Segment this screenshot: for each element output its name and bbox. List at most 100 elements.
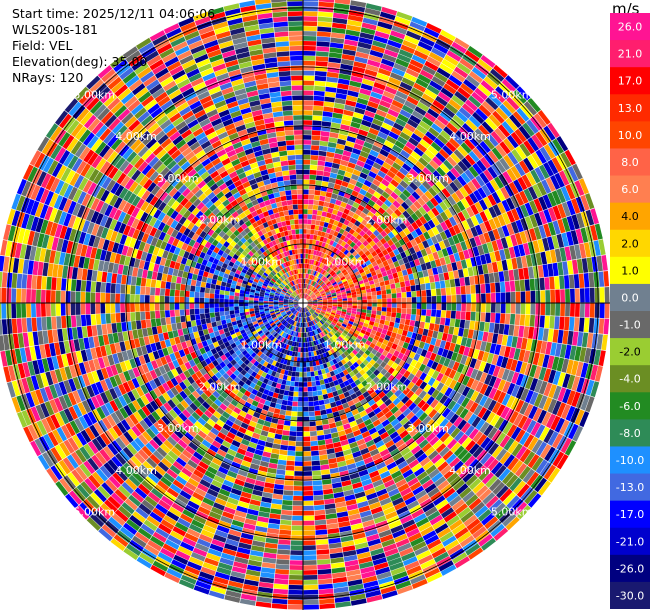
velocity-gate [579,243,587,259]
velocity-gate [379,448,390,457]
velocity-gate [315,291,320,295]
velocity-gate [311,307,316,311]
velocity-gate [456,363,465,373]
velocity-gate [354,253,361,260]
velocity-gate [321,283,326,288]
velocity-gate [313,395,319,402]
velocity-gate [385,44,400,54]
velocity-gate [297,406,303,412]
velocity-gate [465,258,473,268]
velocity-gate [313,500,325,506]
velocity-gate [490,312,496,323]
velocity-gate [529,314,535,327]
velocity-gate [160,547,175,559]
velocity-gate [453,479,466,491]
velocity-gate [332,273,338,278]
velocity-gate [307,214,313,220]
velocity-gate [480,283,486,294]
velocity-gate [267,390,274,397]
velocity-gate [381,249,389,256]
velocity-gate [355,209,362,216]
velocity-gate [309,341,313,347]
velocity-gate [537,409,547,424]
velocity-gate [356,240,363,247]
velocity-gate [374,318,381,324]
velocity-gate [315,250,320,256]
velocity-gate [475,419,486,431]
velocity-gate [340,63,353,71]
velocity-gate [455,242,463,253]
velocity-gate [306,284,309,289]
velocity-gate [367,295,372,300]
velocity-gate [481,293,486,303]
velocity-gate [336,195,344,202]
velocity-gate [332,259,337,265]
velocity-gate [477,245,485,256]
velocity-gate [380,256,387,263]
velocity-gate [431,389,440,399]
velocity-gate [263,389,270,396]
velocity-gate [375,247,382,255]
velocity-gate [310,293,315,298]
velocity-gate [304,288,306,294]
velocity-gate [311,295,316,298]
velocity-gate [364,110,376,118]
velocity-gate [394,456,406,466]
velocity-gate [272,337,277,343]
velocity-gate [397,328,404,335]
velocity-gate [458,126,471,139]
velocity-gate [319,262,323,268]
velocity-gate [274,484,284,490]
velocity-gate [444,279,451,288]
velocity-gate [337,251,344,257]
velocity-gate [393,277,400,284]
velocity-gate [349,337,355,344]
velocity-gate [448,216,457,227]
velocity-gate [268,518,281,525]
velocity-gate [481,100,495,114]
velocity-gate [269,375,275,382]
velocity-gate [349,194,357,202]
velocity-gate [191,519,205,529]
velocity-gate [551,157,563,173]
velocity-gate [451,523,466,535]
velocity-gate [435,415,446,425]
velocity-gate [358,92,370,101]
velocity-gate [332,22,347,29]
velocity-gate [327,298,333,301]
velocity-gate [213,502,225,511]
velocity-gate [173,554,189,565]
velocity-gate [428,51,444,63]
velocity-gate [304,307,306,313]
velocity-gate [329,287,335,291]
velocity-gate [325,321,330,326]
velocity-gate [380,285,386,291]
velocity-gate [182,449,193,459]
velocity-gate [391,236,399,244]
velocity-gate [180,541,195,552]
velocity-gate [383,117,395,127]
velocity-gate [303,377,308,382]
velocity-gate [292,320,295,326]
velocity-gate [415,378,424,387]
velocity-gate [354,164,363,172]
velocity-gate [215,470,227,480]
velocity-gate [476,449,488,462]
velocity-gate [514,128,527,143]
velocity-gate [194,421,204,430]
velocity-gate [310,150,319,156]
velocity-gate [513,348,521,361]
velocity-gate [272,443,281,450]
velocity-gate [435,214,444,224]
velocity-gate [472,481,485,494]
velocity-gate [331,329,336,335]
velocity-gate [387,183,396,192]
velocity-gate [235,452,245,460]
velocity-gate [321,342,326,348]
velocity-gate [367,346,374,353]
velocity-gate [561,404,571,420]
velocity-gate [400,335,407,342]
velocity-gate [303,26,317,31]
velocity-gate [431,216,440,226]
velocity-gate [531,152,543,167]
